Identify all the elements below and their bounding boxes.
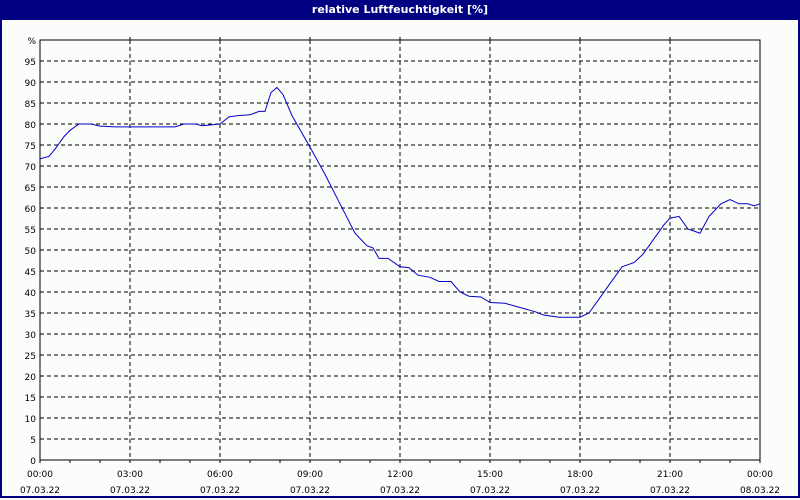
y-tick-label: 45: [25, 268, 36, 278]
x-tick-time: 03:00: [117, 470, 143, 480]
y-tick-label: 25: [25, 352, 36, 362]
y-tick-label: 5: [30, 436, 36, 446]
chart-title: relative Luftfeuchtigkeit [%]: [0, 0, 800, 20]
y-tick-label: 35: [25, 310, 36, 320]
x-tick-time: 21:00: [657, 470, 683, 480]
y-tick-label: 0: [30, 457, 36, 467]
x-axis-ticks: 00:00 07.03.22 03:00 07.03.22 06:00 07.03.22 0…: [20, 37, 780, 496]
x-tick-date: 07.03.22: [110, 486, 150, 496]
y-tick-label: %: [27, 37, 36, 47]
y-axis-ticks: 0 5 10 15 20 25 30 35 40 45 50 55 60 65 70 75 80 85 90 95%: [25, 37, 37, 467]
x-tick-time: 12:00: [387, 470, 413, 480]
x-tick-date: 08.03.22: [740, 486, 780, 496]
y-tick-label: 65: [25, 184, 36, 194]
y-tick-label: 55: [25, 226, 36, 236]
y-tick-label: 40: [25, 289, 37, 299]
x-tick-time: 06:00: [207, 470, 233, 480]
y-tick-label: 60: [25, 205, 37, 215]
y-tick-label: 90: [25, 79, 37, 89]
grid-lines: [40, 40, 760, 460]
x-tick-time: 00:00: [747, 470, 773, 480]
y-tick-label: 70: [25, 163, 37, 173]
y-tick-label: 10: [25, 415, 37, 425]
x-tick-time: 15:00: [477, 470, 503, 480]
humidity-series-line: [39, 86, 761, 318]
y-tick-label: 95: [25, 58, 36, 68]
x-tick-date: 07.03.22: [560, 486, 600, 496]
x-tick-date: 07.03.22: [650, 486, 690, 496]
y-tick-label: 80: [25, 121, 37, 131]
x-tick-date: 07.03.22: [470, 486, 510, 496]
x-tick-time: 09:00: [297, 470, 323, 480]
plot-area-border: [39, 39, 761, 461]
x-tick-date: 07.03.22: [200, 486, 240, 496]
x-tick-date: 07.03.22: [290, 486, 330, 496]
y-tick-label: 50: [25, 247, 37, 257]
y-tick-label: 75: [25, 142, 36, 152]
x-tick-date: 07.03.22: [20, 486, 60, 496]
x-tick-time: 18:00: [567, 470, 593, 480]
y-tick-label: 85: [25, 100, 36, 110]
y-tick-label: 15: [25, 394, 36, 404]
y-tick-label: 30: [25, 331, 37, 341]
y-tick-label: 20: [25, 373, 37, 383]
x-tick-time: 00:00: [27, 470, 53, 480]
x-tick-date: 07.03.22: [380, 486, 420, 496]
